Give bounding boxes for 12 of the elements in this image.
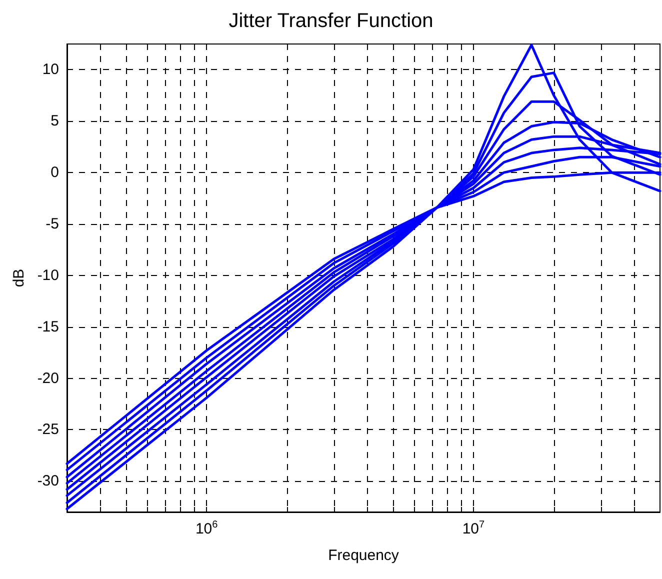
y-tick-label: -20: [37, 370, 59, 387]
y-tick-label: -15: [37, 318, 59, 336]
y-tick-label: -10: [37, 266, 59, 284]
chart-title: Jitter Transfer Function: [228, 10, 434, 32]
y-tick-label: 5: [50, 112, 59, 130]
y-tick-label: -25: [37, 421, 59, 438]
y-tick-label: -30: [37, 472, 59, 490]
y-axis-title: dB: [10, 268, 28, 288]
y-tick-label: 0: [50, 164, 59, 182]
x-axis-title: Frequency: [328, 547, 400, 564]
y-tick-label: 10: [42, 61, 59, 78]
y-tick-label: -5: [46, 216, 59, 232]
